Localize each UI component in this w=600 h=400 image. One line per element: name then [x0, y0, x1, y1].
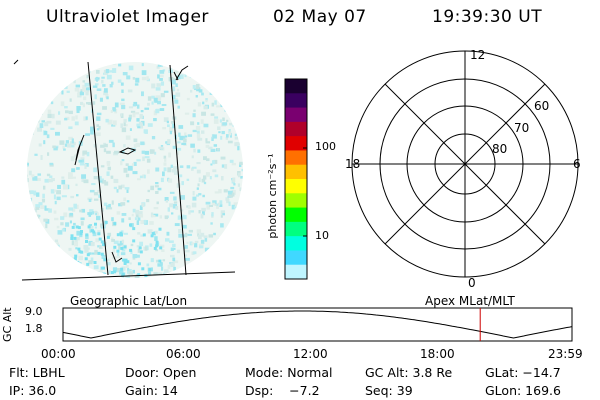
latitude-line	[21, 271, 236, 281]
status-glon: GLon: 169.6	[485, 383, 561, 398]
status-gain: Gain: 14	[125, 383, 178, 398]
mlt-label-12: 12	[470, 48, 485, 62]
altitude-curve	[62, 310, 573, 339]
mlt-label-0: 0	[468, 276, 476, 288]
colorbar-band	[285, 221, 307, 237]
coastline	[118, 147, 137, 155]
status-glat: GLat: −14.7	[485, 365, 561, 380]
status-gc-alt: GC Alt: 3.8 Re	[365, 365, 453, 380]
colorbar-band	[285, 107, 307, 123]
geographic-image-panel	[13, 59, 243, 281]
time-label: 19:39:30 UT	[432, 7, 543, 27]
coastline	[74, 134, 85, 166]
instrument-title: Ultraviolet Imager	[46, 7, 209, 27]
colorbar-band	[285, 93, 307, 109]
time-tick-label: 18:00	[420, 347, 455, 361]
altitude-tick-label: 1.8	[25, 322, 43, 335]
status-dsp: Dsp: −7.2	[245, 383, 320, 398]
polar-mlat-mlt-plot: 12 18 6 0 60 70 80	[345, 48, 581, 288]
status-door: Door: Open	[125, 365, 197, 380]
colorbar-frame	[284, 78, 308, 280]
colorbar-band	[285, 264, 307, 280]
coastline	[173, 65, 189, 81]
date-label: 02 May 07	[273, 7, 367, 27]
colorbar-band	[285, 164, 307, 180]
colorbar-band	[285, 250, 307, 266]
colorbar-unit-label: photon cm⁻²s⁻¹	[266, 153, 279, 238]
apex-caption: Apex MLat/MLT	[425, 294, 515, 308]
mlt-label-18: 18	[345, 157, 360, 171]
polar-diagonal	[384, 83, 546, 245]
time-tick-label: 00:00	[41, 347, 76, 361]
colorbar: photon cm⁻²s⁻¹	[266, 78, 308, 280]
altitude-plot	[62, 307, 573, 342]
mlt-label-6: 6	[573, 157, 581, 171]
altitude-tick-label: 9.0	[25, 305, 43, 318]
colorbar-tick-label: 100	[315, 140, 336, 153]
colorbar-gradient	[285, 79, 307, 280]
colorbar-band	[285, 179, 307, 194]
colorbar-band	[285, 193, 307, 209]
lat-label-80: 80	[492, 142, 507, 156]
time-tick-label: 23:59	[548, 347, 583, 361]
lat-label-60: 60	[534, 99, 549, 113]
colorbar-band	[285, 136, 307, 151]
altitude-plot-frame	[62, 307, 573, 342]
coastline	[13, 59, 19, 65]
time-tick-label: 06:00	[166, 347, 201, 361]
longitude-line	[87, 61, 109, 276]
colorbar-band	[285, 236, 307, 251]
colorbar-tick-label: 10	[315, 229, 329, 242]
colorbar-band	[285, 121, 307, 137]
status-seq: Seq: 39	[365, 383, 413, 398]
uv-emission-speckle	[27, 62, 243, 278]
geographic-caption: Geographic Lat/Lon	[70, 294, 188, 308]
colorbar-band	[285, 207, 307, 223]
longitude-line	[169, 64, 187, 276]
colorbar-band	[285, 150, 307, 166]
colorbar-band	[285, 79, 307, 94]
status-filter: Flt: LBHL	[9, 365, 65, 380]
altitude-axis-label: GC Alt	[1, 307, 14, 342]
coastline	[111, 251, 123, 263]
status-mode: Mode: Normal	[245, 365, 333, 380]
time-tick-label: 12:00	[293, 347, 328, 361]
lat-label-70: 70	[514, 121, 529, 135]
status-ip: IP: 36.0	[9, 383, 57, 398]
